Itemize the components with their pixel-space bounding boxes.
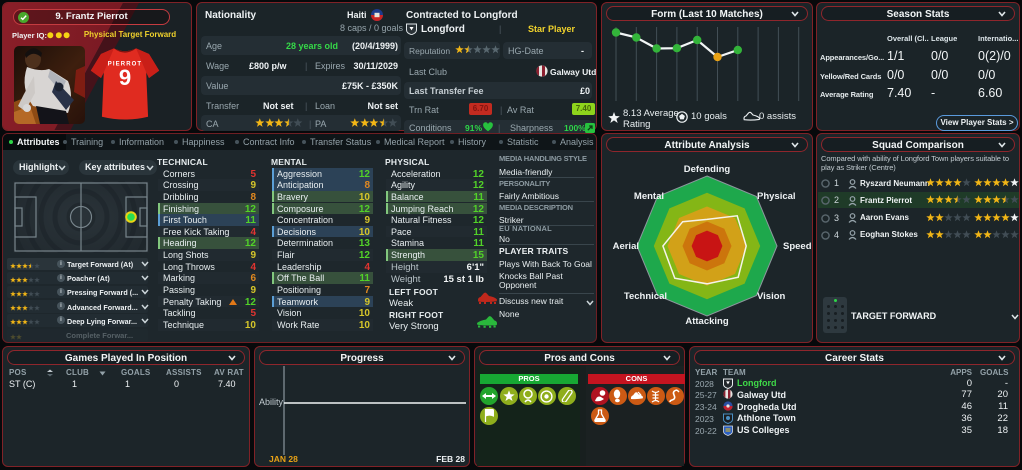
svg-text:Defending: Defending — [684, 164, 731, 175]
svg-text:Physical: Physical — [757, 191, 796, 202]
svg-text:Technical: Technical — [624, 291, 667, 302]
svg-text:Speed: Speed — [783, 241, 812, 252]
svg-text:Vision: Vision — [757, 291, 786, 302]
svg-text:9: 9 — [119, 65, 131, 90]
svg-text:Attacking: Attacking — [685, 316, 728, 327]
svg-text:Mental: Mental — [634, 191, 664, 202]
svg-text:Aerial: Aerial — [613, 241, 639, 252]
svg-text:PIERROT: PIERROT — [108, 62, 142, 68]
